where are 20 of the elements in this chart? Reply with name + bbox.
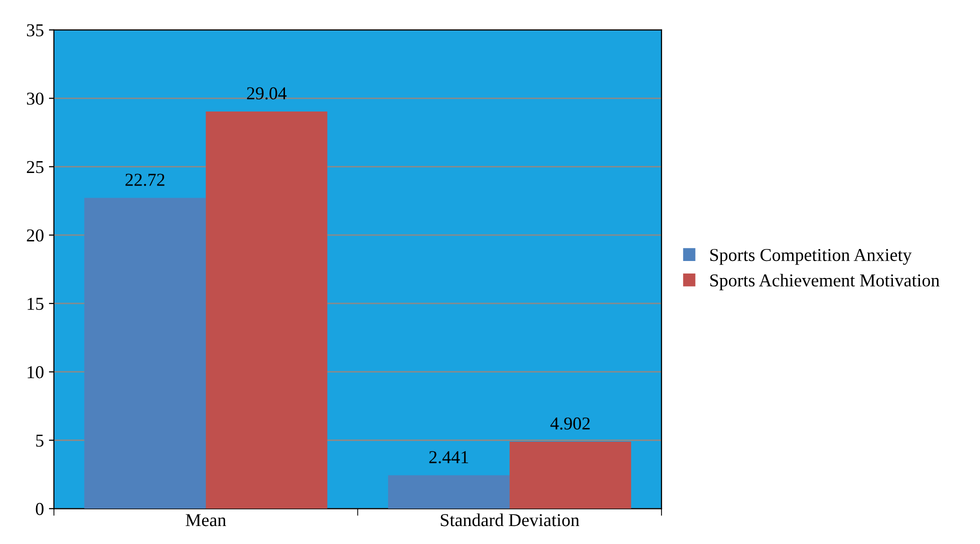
legend-label: Sports Competition Anxiety: [710, 248, 912, 265]
data-label: 2.441: [429, 451, 468, 464]
y-tick-label: 30: [26, 92, 44, 105]
y-tick-label: 5: [36, 434, 44, 447]
bar: [510, 442, 632, 509]
y-tick-label: 10: [28, 366, 44, 378]
bar: [388, 475, 510, 509]
data-label: 4.902: [550, 417, 590, 430]
bar: [206, 111, 328, 509]
y-tick-label: 15: [28, 298, 44, 310]
x-tick-label: Mean: [186, 514, 226, 526]
y-tick-label: 25: [26, 161, 44, 174]
y-tick-label: 20: [26, 229, 44, 242]
data-label: 22.72: [126, 174, 164, 186]
legend-label: Sports Achievement Motivation: [710, 274, 940, 290]
y-tick-label: 0: [36, 502, 44, 516]
y-tick-label: 35: [26, 24, 44, 36]
data-label: 29.04: [247, 87, 287, 100]
bar: [84, 198, 206, 509]
x-tick-label: Standard Deviation: [440, 514, 580, 526]
